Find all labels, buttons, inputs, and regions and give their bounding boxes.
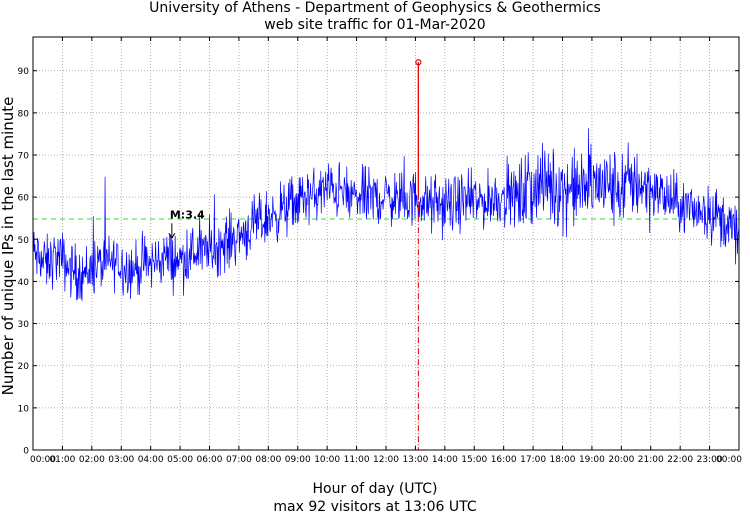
x-tick-label: 14:00 — [432, 455, 458, 465]
x-tick-label: 22:00 — [667, 455, 693, 465]
x-tick-label: 20:00 — [608, 455, 634, 465]
x-tick-label: 07:00 — [226, 455, 252, 465]
x-tick-label: 04:00 — [138, 455, 164, 465]
x-tick-label: 12:00 — [373, 455, 399, 465]
peak-marker — [415, 59, 422, 66]
x-tick-label: 23:00 — [697, 455, 723, 465]
x-tick-label: 03:00 — [108, 455, 134, 465]
x-axis-label: Hour of day (UTC) — [312, 481, 438, 497]
x-tick-label: 09:00 — [285, 455, 311, 465]
y-tick-label: 30 — [18, 320, 30, 330]
y-tick-label: 60 — [18, 194, 30, 204]
series-line — [32, 128, 740, 302]
x-tick-label: 01:00 — [49, 455, 75, 465]
y-tick-label: 50 — [18, 236, 30, 246]
x-tick-label: 11:00 — [344, 455, 370, 465]
y-tick-label: 20 — [18, 362, 30, 372]
x-tick-label: 00:00 — [30, 455, 56, 465]
x-tick-label: 10:00 — [314, 455, 340, 465]
x-tick-label: 19:00 — [579, 455, 605, 465]
chart-title: University of Athens - Department of Geo… — [149, 0, 601, 16]
x-tick-label: 00:00 — [716, 455, 742, 465]
y-tick-label: 90 — [18, 67, 30, 77]
x-tick-label: 13:00 — [402, 455, 428, 465]
annotation-arrow-head — [168, 233, 176, 240]
y-tick-label: 70 — [18, 152, 30, 162]
x-tick-label: 02:00 — [79, 455, 105, 465]
chart-subtitle: web site traffic for 01-Mar-2020 — [264, 17, 486, 33]
x-tick-label: 06:00 — [197, 455, 223, 465]
x-tick-label: 21:00 — [638, 455, 664, 465]
y-tick-label: 40 — [18, 278, 30, 288]
x-tick-label: 16:00 — [491, 455, 517, 465]
x-tick-label: 08:00 — [255, 455, 281, 465]
y-tick-label: 0 — [23, 447, 29, 457]
chart-footer: max 92 visitors at 13:06 UTC — [273, 499, 477, 515]
y-tick-label: 80 — [18, 109, 30, 119]
x-tick-label: 18:00 — [550, 455, 576, 465]
x-tick-label: 15:00 — [461, 455, 487, 465]
annotation-label: M:3.4 — [170, 208, 205, 221]
y-tick-label: 10 — [18, 404, 30, 414]
x-tick-label: 05:00 — [167, 455, 193, 465]
x-tick-label: 17:00 — [520, 455, 546, 465]
